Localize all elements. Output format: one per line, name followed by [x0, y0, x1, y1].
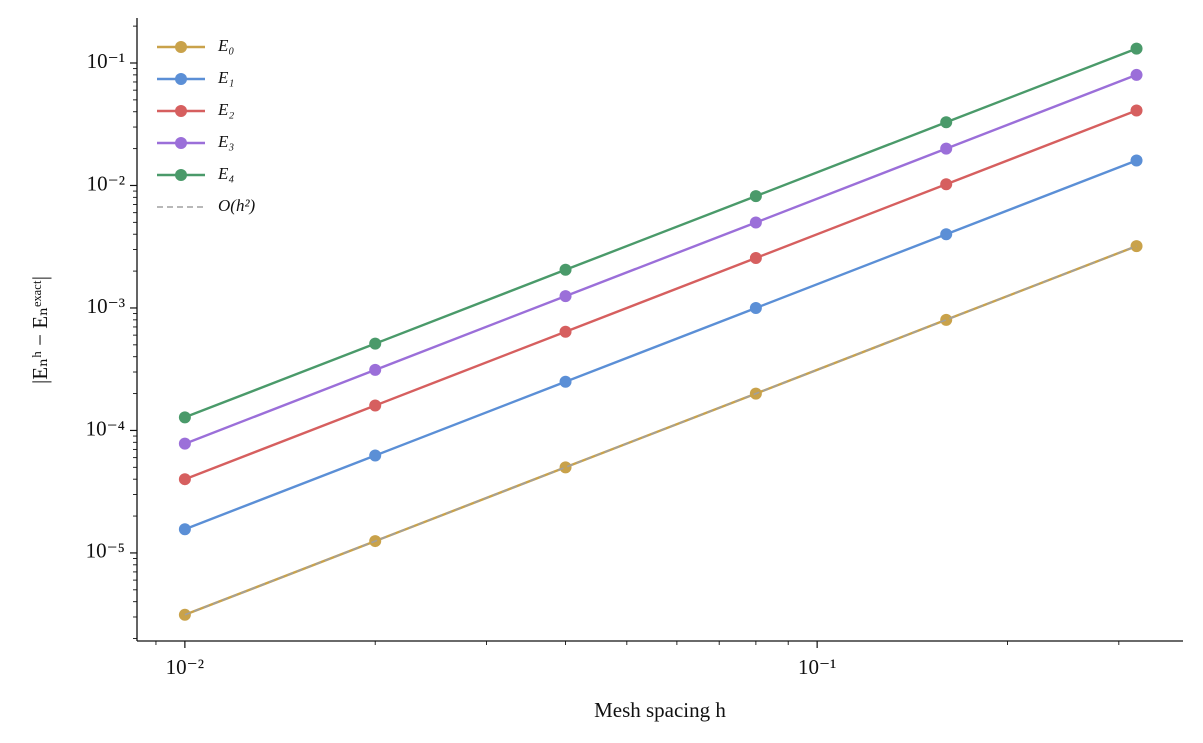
- x-axis-label: Mesh spacing h: [594, 698, 726, 722]
- y-axis-label: |Eₙʰ − Eₙᵉˣᵃᶜᵗ|: [28, 276, 52, 384]
- data-point: [940, 228, 953, 241]
- data-point: [178, 437, 191, 450]
- data-point: [1130, 104, 1143, 117]
- data-point: [178, 411, 191, 424]
- legend-label: E₂: [217, 100, 234, 119]
- x-tick-label: 10⁻¹: [798, 655, 836, 679]
- data-point: [369, 449, 382, 462]
- legend-label: E₄: [217, 164, 234, 183]
- data-point: [940, 178, 953, 191]
- data-point: [178, 608, 191, 621]
- data-point: [559, 325, 572, 338]
- series-line: [184, 245, 1137, 616]
- data-point: [940, 142, 953, 155]
- series-line: [184, 159, 1137, 531]
- data-point: [749, 190, 762, 203]
- legend-marker: [175, 169, 187, 181]
- legend-label: E₃: [217, 132, 234, 151]
- data-point: [178, 523, 191, 536]
- data-point: [749, 216, 762, 229]
- series-line: [184, 47, 1137, 419]
- y-tick-label: 10⁻¹: [87, 49, 125, 73]
- data-point: [940, 313, 953, 326]
- y-tick-label: 10⁻³: [87, 294, 125, 318]
- y-tick-label: 10⁻⁵: [86, 539, 125, 563]
- data-point: [559, 461, 572, 474]
- data-point: [369, 363, 382, 376]
- data-point: [369, 337, 382, 350]
- legend-marker: [175, 73, 187, 85]
- data-point: [559, 290, 572, 303]
- legend-label: E₁: [217, 68, 234, 87]
- data-point: [940, 116, 953, 129]
- legend-label: E₀: [217, 36, 234, 55]
- data-point: [1130, 240, 1143, 253]
- data-point: [369, 399, 382, 412]
- legend-marker: [175, 105, 187, 117]
- data-point: [1130, 154, 1143, 167]
- data-point: [559, 375, 572, 388]
- legend-marker: [175, 137, 187, 149]
- data-point: [749, 301, 762, 314]
- data-point: [559, 263, 572, 276]
- legend-marker: [175, 41, 187, 53]
- data-point: [178, 473, 191, 486]
- data-point: [1130, 42, 1143, 55]
- data-point: [1130, 68, 1143, 81]
- data-point: [749, 251, 762, 264]
- series-line: [184, 109, 1137, 481]
- x-tick-label: 10⁻²: [166, 655, 204, 679]
- y-tick-label: 10⁻⁴: [86, 416, 125, 440]
- legend-label: O(h²): [218, 196, 256, 215]
- y-tick-label: 10⁻²: [87, 171, 125, 195]
- series-line: [184, 73, 1137, 445]
